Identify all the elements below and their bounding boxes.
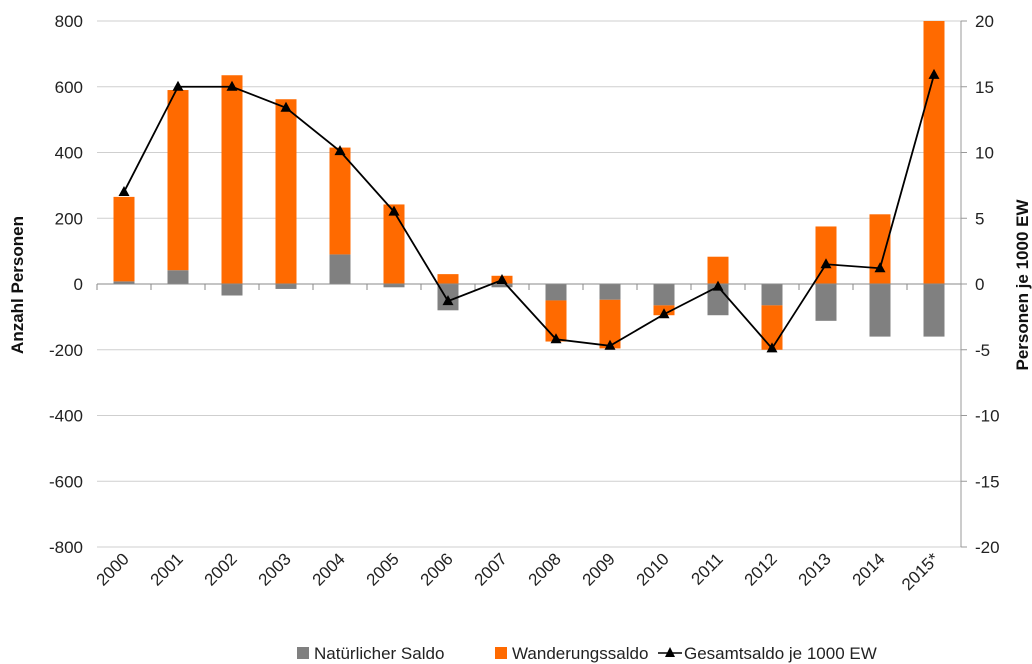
- x-tick-label: 2001: [147, 549, 187, 589]
- x-tick-label: 2012: [741, 549, 781, 589]
- bar-migration-2003: [275, 99, 297, 285]
- axes: [96, 20, 967, 548]
- legend-swatch-migration: [495, 647, 507, 659]
- legend-label-natural: Natürlicher Saldo: [314, 644, 444, 663]
- bar-natural-2007: [491, 284, 513, 288]
- x-tick-label: 2000: [93, 549, 133, 589]
- x-tick-label: 2010: [633, 549, 673, 589]
- bar-natural-2013: [815, 284, 837, 321]
- y2-tick-label: -5: [975, 341, 990, 360]
- marker-total-2014: [874, 262, 886, 273]
- x-tick-label: 2008: [525, 549, 565, 589]
- y2-tick-label: 5: [975, 209, 984, 228]
- y2-tick-label: 15: [975, 78, 994, 97]
- marker-total-2013: [820, 258, 832, 269]
- bar-migration-2015*: [923, 21, 945, 284]
- y2-tick-label: -15: [975, 472, 1000, 491]
- bar-migration-2011: [707, 256, 729, 284]
- y-tick-label: 400: [55, 144, 83, 163]
- y2-tick-label: 0: [975, 275, 984, 294]
- y2-tick-label: 10: [975, 144, 994, 163]
- y-tick-label: 600: [55, 78, 83, 97]
- y-tick-label: -400: [49, 407, 83, 426]
- bar-natural-2012: [761, 284, 783, 306]
- marker-total-2009: [604, 339, 616, 350]
- x-tick-label: 2009: [579, 549, 619, 589]
- bar-migration-2006: [437, 274, 459, 284]
- x-tick-label: 2013: [795, 549, 835, 589]
- bar-natural-2000: [113, 281, 135, 284]
- legend: Natürlicher Saldo Wanderungssaldo Gesamt…: [297, 644, 877, 663]
- bar-migration-2005: [383, 204, 405, 284]
- legend-swatch-natural: [297, 647, 309, 659]
- marker-total-2005: [388, 205, 400, 216]
- marker-total-2002: [226, 80, 238, 91]
- y-tick-label: -200: [49, 341, 83, 360]
- x-tick-label: 2015*: [898, 549, 943, 594]
- y2-tick-label: -20: [975, 538, 1000, 557]
- y-tick-label: -800: [49, 538, 83, 557]
- marker-total-2010: [658, 308, 670, 319]
- bar-migration-2008: [545, 300, 567, 342]
- bar-migration-2014: [869, 214, 891, 284]
- marker-total-2003: [280, 101, 292, 112]
- bar-natural-2001: [167, 270, 189, 284]
- bar-migration-2002: [221, 75, 243, 285]
- bar-natural-2008: [545, 284, 567, 301]
- legend-label-total: Gesamtsaldo je 1000 EW: [684, 644, 877, 663]
- marker-total-2000: [118, 185, 130, 196]
- marker-total-2011: [712, 280, 724, 291]
- marker-total-2001: [172, 80, 184, 91]
- marker-total-2004: [334, 145, 346, 156]
- tick-labels: 8006004002000-200-400-600-80020151050-5-…: [49, 12, 1000, 594]
- y-tick-label: 200: [55, 209, 83, 228]
- legend-swatch-total-marker: [665, 647, 675, 657]
- bar-migration-2009: [599, 299, 621, 349]
- x-tick-label: 2005: [363, 549, 403, 589]
- y-tick-label: 0: [74, 275, 83, 294]
- x-tick-label: 2006: [417, 549, 457, 589]
- bar-natural-2004: [329, 254, 351, 284]
- y2-tick-label: 20: [975, 12, 994, 31]
- x-tick-label: 2014: [849, 549, 889, 589]
- bar-natural-2002: [221, 284, 243, 296]
- bars: [113, 21, 945, 350]
- line-total: [123, 74, 935, 350]
- bar-natural-2015*: [923, 284, 945, 337]
- bar-migration-2004: [329, 147, 351, 255]
- legend-label-migration: Wanderungssaldo: [512, 644, 648, 663]
- bar-natural-2005: [383, 284, 405, 288]
- bar-migration-2013: [815, 226, 837, 284]
- bar-natural-2014: [869, 284, 891, 337]
- y-tick-label: -600: [49, 472, 83, 491]
- bar-natural-2003: [275, 284, 297, 289]
- bar-migration-2001: [167, 90, 189, 271]
- y-axis-title: Anzahl Personen: [8, 216, 27, 354]
- bar-natural-2009: [599, 284, 621, 300]
- bar-migration-2000: [113, 196, 135, 282]
- x-tick-label: 2007: [471, 549, 511, 589]
- total-line: [118, 68, 940, 353]
- marker-total-2007: [496, 274, 508, 285]
- bar-natural-2010: [653, 284, 675, 306]
- y2-tick-label: -10: [975, 407, 1000, 426]
- x-tick-label: 2003: [255, 549, 295, 589]
- x-tick-label: 2011: [688, 549, 727, 588]
- marker-total-2012: [766, 342, 778, 353]
- marker-total-2015*: [928, 68, 940, 79]
- y-tick-label: 800: [55, 12, 83, 31]
- marker-total-2006: [442, 295, 454, 306]
- y2-axis-title: Personen je 1000 EW: [1013, 199, 1032, 371]
- marker-total-2008: [550, 333, 562, 344]
- x-tick-label: 2002: [201, 549, 241, 589]
- x-tick-label: 2004: [309, 549, 349, 589]
